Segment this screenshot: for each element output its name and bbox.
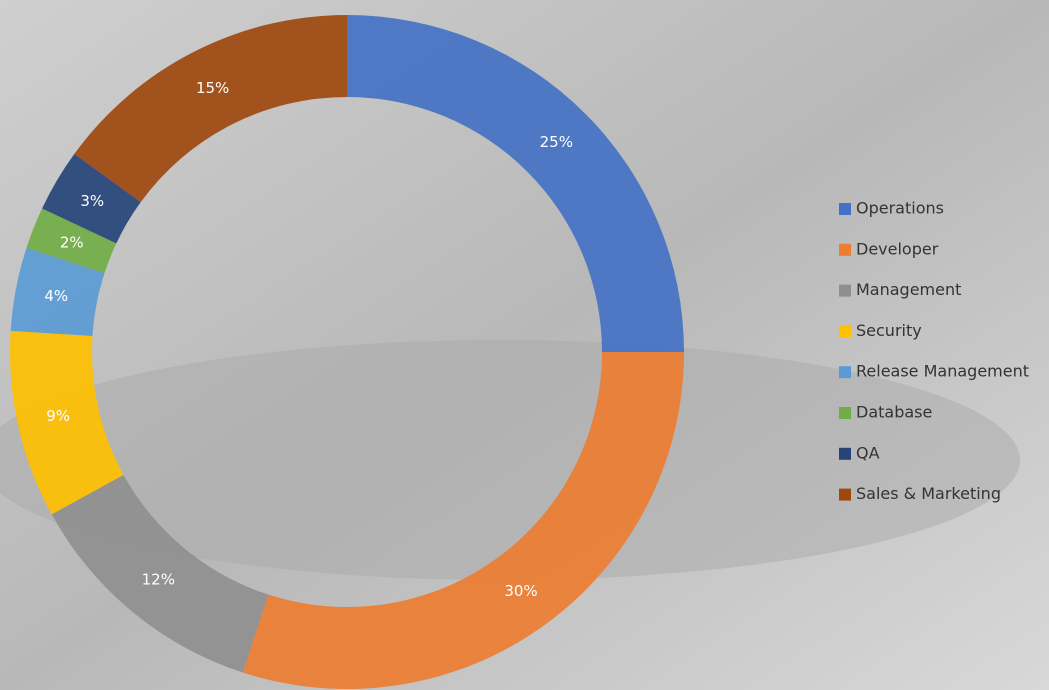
legend-label: Database bbox=[856, 403, 932, 422]
legend-label: Sales & Marketing bbox=[856, 484, 1001, 503]
data-label: 25% bbox=[540, 133, 573, 151]
legend-label: Release Management bbox=[856, 362, 1029, 381]
legend-swatch bbox=[839, 489, 851, 501]
data-label: 3% bbox=[80, 192, 104, 210]
legend-swatch bbox=[839, 203, 851, 215]
data-label: 15% bbox=[196, 79, 229, 97]
legend-swatch bbox=[839, 366, 851, 378]
legend-label: QA bbox=[856, 443, 880, 462]
page: 25% 30% 12% 9% 4% 2% 3% 15% Operations Developer M… bbox=[0, 0, 1049, 690]
data-label: 2% bbox=[60, 234, 84, 252]
data-label: 30% bbox=[504, 582, 537, 600]
legend-swatch bbox=[839, 285, 851, 297]
legend-swatch bbox=[839, 244, 851, 256]
chart: 25% 30% 12% 9% 4% 2% 3% 15% Operations Developer M… bbox=[0, 0, 1049, 690]
legend-swatch bbox=[839, 407, 851, 419]
legend-swatch bbox=[839, 448, 851, 460]
legend-label: Developer bbox=[856, 239, 939, 258]
data-label: 12% bbox=[142, 571, 175, 589]
data-label: 4% bbox=[44, 287, 68, 305]
legend-label: Security bbox=[856, 321, 922, 340]
legend-label: Operations bbox=[856, 199, 944, 218]
legend-label: Management bbox=[856, 280, 961, 299]
data-label: 9% bbox=[46, 407, 70, 425]
legend-swatch bbox=[839, 325, 851, 337]
